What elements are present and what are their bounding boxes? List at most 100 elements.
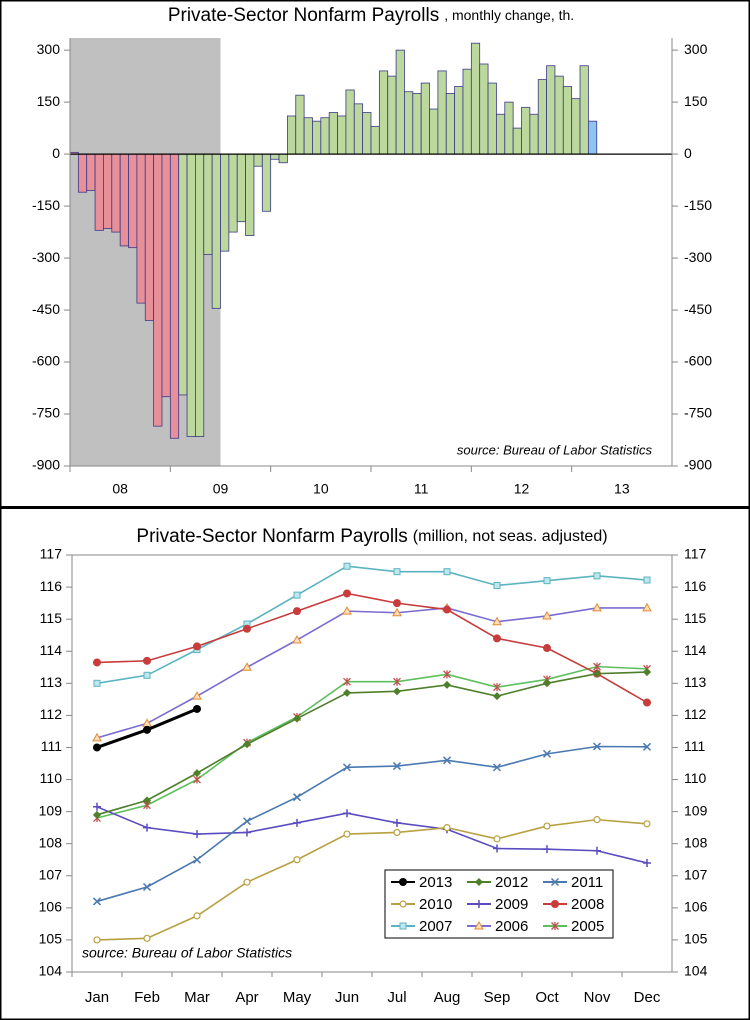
marker (493, 692, 501, 701)
marker (143, 823, 151, 832)
bar (169, 153, 180, 439)
y-tick-label: 109 (39, 802, 63, 818)
legend-label: 2008 (571, 896, 604, 913)
marker (92, 897, 102, 906)
marker (493, 835, 501, 843)
marker (343, 677, 351, 686)
marker (93, 679, 101, 687)
marker (643, 698, 651, 707)
marker (493, 683, 501, 692)
marker (143, 671, 151, 679)
bar (362, 112, 372, 155)
y-tick-label: 112 (40, 706, 63, 722)
marker (243, 740, 251, 749)
title-sub: , monthly change, th. (444, 7, 574, 23)
marker (343, 589, 351, 598)
y2-tick-label: 113 (684, 674, 707, 690)
x-tick-label: Jan (85, 989, 109, 1006)
y-tick-label: -300 (32, 249, 60, 265)
bar (245, 153, 255, 236)
marker (293, 818, 301, 827)
y-tick-label: -900 (32, 457, 60, 473)
x-tick-label: 12 (514, 481, 530, 497)
bar (144, 153, 155, 321)
marker (399, 900, 407, 908)
bar (178, 153, 188, 396)
bar (103, 153, 113, 230)
y-tick-label: -450 (32, 301, 60, 317)
chart-title: Private-Sector Nonfarm Payrolls (million,… (136, 526, 607, 547)
x-tick-label: Sep (484, 989, 511, 1006)
marker (493, 581, 501, 589)
marker (399, 878, 407, 886)
y2-tick-label: 107 (684, 866, 708, 882)
bar (136, 153, 146, 304)
marker (343, 688, 351, 697)
y2-tick-label: 300 (684, 41, 708, 57)
bar (429, 108, 439, 155)
marker (393, 599, 401, 608)
marker (292, 634, 302, 644)
marker (543, 577, 551, 585)
y-tick-label: 115 (40, 610, 63, 626)
bar (303, 117, 313, 155)
bar (587, 120, 598, 155)
bar (161, 153, 171, 398)
series-line (96, 671, 648, 816)
marker (143, 796, 151, 805)
y-tick-label: 116 (40, 578, 63, 594)
legend-label: 2009 (495, 896, 528, 913)
marker (643, 820, 651, 828)
bar (295, 94, 305, 155)
y2-tick-label: 109 (684, 802, 708, 818)
y2-tick-label: 150 (684, 93, 708, 109)
bar (546, 65, 556, 155)
marker (643, 576, 651, 584)
marker (293, 856, 301, 864)
bar (77, 153, 88, 193)
y2-tick-label: 105 (684, 931, 708, 947)
y2-tick-label: 110 (684, 770, 707, 786)
marker (143, 656, 151, 665)
bar (253, 153, 263, 167)
y-tick-label: 0 (52, 145, 60, 161)
bar (521, 106, 531, 155)
marker (193, 830, 201, 839)
marker (392, 607, 402, 617)
marker (443, 824, 451, 832)
bar (228, 153, 238, 233)
bar (412, 93, 422, 155)
marker (142, 882, 152, 892)
series-line (96, 818, 648, 941)
marker (242, 662, 252, 671)
y-tick-label: 113 (40, 674, 63, 690)
marker (593, 662, 601, 671)
x-tick-label: Jul (387, 989, 406, 1006)
marker (293, 591, 301, 599)
bar (562, 86, 573, 155)
y-tick-label: 150 (37, 93, 61, 109)
marker (93, 936, 101, 944)
marker (592, 742, 602, 751)
bar (211, 153, 221, 309)
bar (86, 153, 96, 191)
marker (93, 658, 101, 667)
x-tick-label: 09 (213, 481, 229, 497)
legend-label: 2006 (495, 918, 528, 935)
y-tick-label: -150 (32, 197, 60, 213)
marker (550, 877, 560, 887)
marker (475, 878, 483, 886)
marker (551, 922, 559, 930)
legend-label: 2011 (571, 874, 603, 891)
marker (293, 714, 301, 723)
marker (551, 900, 559, 908)
x-tick-label: Feb (134, 989, 160, 1006)
x-tick-label: Mar (184, 989, 210, 1006)
y-tick-label: 114 (40, 642, 63, 658)
y-tick-label: 105 (39, 931, 63, 947)
marker (543, 822, 551, 830)
y-tick-label: 110 (40, 770, 63, 786)
legend-label: 2005 (571, 918, 604, 935)
marker (192, 855, 202, 864)
